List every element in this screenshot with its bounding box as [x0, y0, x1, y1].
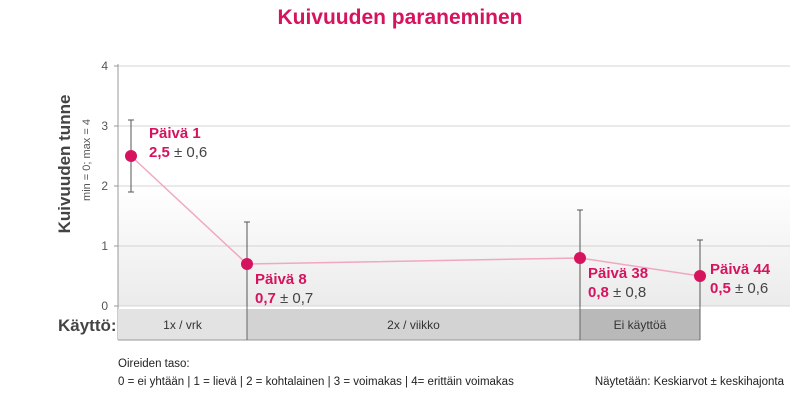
point-value-label: 0,7 ± 0,7 [255, 290, 313, 307]
y-tick-label: 0 [101, 299, 108, 313]
y-tick-label: 1 [101, 239, 108, 253]
point-value-label: 0,5 ± 0,6 [710, 280, 768, 297]
data-point [241, 258, 253, 270]
usage-segment [580, 309, 700, 340]
data-point [694, 270, 706, 282]
y-tick-label: 4 [101, 59, 108, 73]
usage-label: Käyttö: [58, 316, 117, 335]
point-value-label: 0,8 ± 0,8 [588, 284, 646, 301]
point-value-label: 2,5 ± 0,6 [149, 144, 207, 161]
point-day-label: Päivä 38 [588, 265, 648, 282]
usage-segment-label: 1x / vrk [163, 318, 203, 332]
y-axis-label: Kuivuuden tunne [55, 95, 74, 234]
point-day-label: Päivä 8 [255, 271, 307, 288]
point-day-label: Päivä 44 [710, 261, 771, 278]
legend-scale: 0 = ei yhtään | 1 = lievä | 2 = kohtalai… [118, 376, 514, 388]
legend-title: Oireiden taso: [118, 358, 190, 370]
data-point [574, 252, 586, 264]
y-axis-sublabel: min = 0; max = 4 [81, 119, 93, 201]
usage-segment-label: Ei käyttöä [614, 318, 667, 332]
usage-segment [118, 309, 247, 340]
chart-title: Kuivuuden paraneminen [277, 6, 523, 29]
usage-segment-label: 2x / viikko [387, 318, 440, 332]
series-line [130, 155, 701, 277]
usage-segment [247, 309, 580, 340]
y-tick-label: 3 [101, 119, 108, 133]
y-tick-label: 2 [101, 179, 108, 193]
point-day-label: Päivä 1 [149, 125, 201, 142]
stats-note: Näytetään: Keskiarvot ± keskihajonta [594, 376, 784, 388]
data-point [125, 150, 137, 162]
